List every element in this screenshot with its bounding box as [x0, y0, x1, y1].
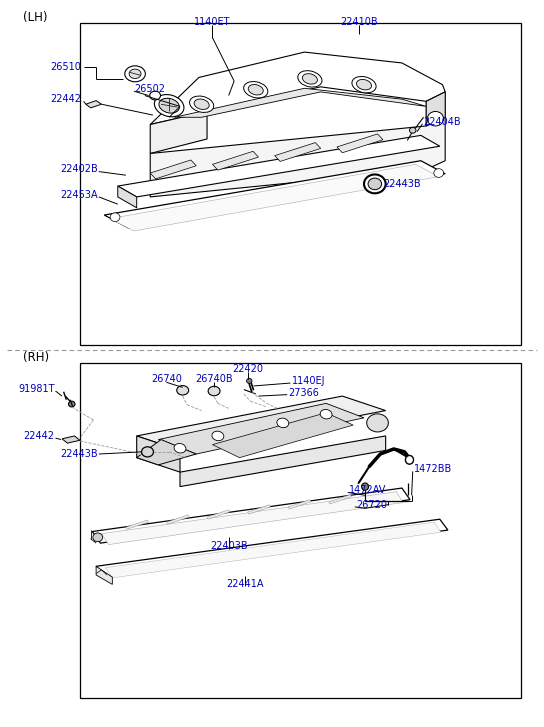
- Polygon shape: [426, 92, 445, 126]
- Ellipse shape: [367, 414, 388, 432]
- Text: 22410B: 22410B: [340, 17, 378, 28]
- Text: 22442: 22442: [23, 431, 54, 441]
- Polygon shape: [102, 491, 403, 545]
- Polygon shape: [158, 403, 364, 454]
- Polygon shape: [86, 100, 102, 108]
- Polygon shape: [104, 161, 445, 228]
- Text: 22404B: 22404B: [424, 116, 461, 126]
- Ellipse shape: [246, 378, 252, 383]
- Ellipse shape: [174, 443, 186, 453]
- Text: 26510: 26510: [51, 63, 82, 72]
- Polygon shape: [150, 160, 196, 179]
- Polygon shape: [150, 117, 445, 197]
- Ellipse shape: [298, 71, 322, 87]
- Text: 22453A: 22453A: [60, 190, 98, 200]
- Text: 22443B: 22443B: [383, 179, 421, 189]
- Text: (LH): (LH): [23, 11, 47, 24]
- Ellipse shape: [368, 178, 381, 190]
- Polygon shape: [213, 151, 258, 170]
- Ellipse shape: [410, 127, 416, 133]
- Polygon shape: [92, 488, 410, 543]
- Polygon shape: [150, 52, 445, 124]
- Ellipse shape: [141, 447, 153, 457]
- Text: 26720: 26720: [356, 499, 387, 510]
- Polygon shape: [150, 111, 207, 153]
- Polygon shape: [248, 505, 270, 514]
- Polygon shape: [106, 522, 441, 578]
- Text: 27366: 27366: [288, 388, 319, 398]
- Text: 22403B: 22403B: [210, 541, 248, 551]
- Ellipse shape: [154, 95, 184, 117]
- Polygon shape: [96, 519, 448, 577]
- Ellipse shape: [69, 401, 75, 407]
- Polygon shape: [288, 499, 311, 509]
- Ellipse shape: [189, 96, 214, 113]
- Polygon shape: [166, 515, 189, 524]
- Text: 22443B: 22443B: [60, 449, 98, 459]
- Text: 91981T: 91981T: [18, 384, 54, 394]
- Ellipse shape: [194, 99, 209, 110]
- Ellipse shape: [434, 169, 443, 177]
- Polygon shape: [275, 142, 321, 161]
- Ellipse shape: [428, 111, 443, 126]
- Polygon shape: [118, 135, 440, 197]
- Ellipse shape: [212, 431, 224, 441]
- Ellipse shape: [150, 91, 160, 100]
- Text: (RH): (RH): [23, 351, 49, 364]
- Ellipse shape: [352, 76, 376, 93]
- Bar: [80, 23, 521, 345]
- Ellipse shape: [248, 84, 263, 95]
- Ellipse shape: [320, 409, 332, 419]
- Ellipse shape: [177, 385, 189, 395]
- Polygon shape: [175, 88, 426, 117]
- Text: 22402B: 22402B: [60, 164, 98, 174]
- Polygon shape: [213, 413, 353, 458]
- Ellipse shape: [356, 79, 372, 90]
- Ellipse shape: [302, 73, 317, 84]
- Ellipse shape: [208, 386, 220, 395]
- Text: 22442: 22442: [51, 95, 82, 104]
- Ellipse shape: [93, 533, 103, 542]
- Text: 1472AV: 1472AV: [349, 485, 386, 495]
- Ellipse shape: [110, 213, 120, 222]
- Ellipse shape: [405, 456, 413, 464]
- Ellipse shape: [362, 483, 369, 490]
- Polygon shape: [337, 134, 383, 153]
- Ellipse shape: [364, 174, 386, 193]
- Ellipse shape: [277, 418, 289, 427]
- Polygon shape: [426, 92, 445, 126]
- Polygon shape: [329, 494, 351, 504]
- Polygon shape: [96, 566, 113, 585]
- Text: 26502: 26502: [134, 84, 165, 94]
- Ellipse shape: [125, 66, 145, 81]
- Text: 22420: 22420: [232, 364, 263, 374]
- Text: 26740B: 26740B: [195, 374, 233, 385]
- Text: 26740: 26740: [151, 374, 182, 385]
- Text: 1472BB: 1472BB: [414, 464, 452, 473]
- Polygon shape: [118, 186, 137, 208]
- Polygon shape: [180, 436, 386, 486]
- Polygon shape: [207, 510, 230, 519]
- Polygon shape: [137, 436, 180, 472]
- Text: 22441A: 22441A: [226, 579, 264, 589]
- Ellipse shape: [244, 81, 268, 98]
- Ellipse shape: [159, 98, 180, 113]
- Text: 1140EJ: 1140EJ: [292, 376, 325, 386]
- Polygon shape: [126, 520, 149, 529]
- Polygon shape: [137, 396, 386, 451]
- Text: 1140ET: 1140ET: [194, 17, 231, 28]
- Polygon shape: [137, 440, 196, 465]
- Ellipse shape: [129, 69, 141, 79]
- Bar: [80, 364, 521, 698]
- Polygon shape: [110, 164, 438, 231]
- Polygon shape: [62, 436, 80, 443]
